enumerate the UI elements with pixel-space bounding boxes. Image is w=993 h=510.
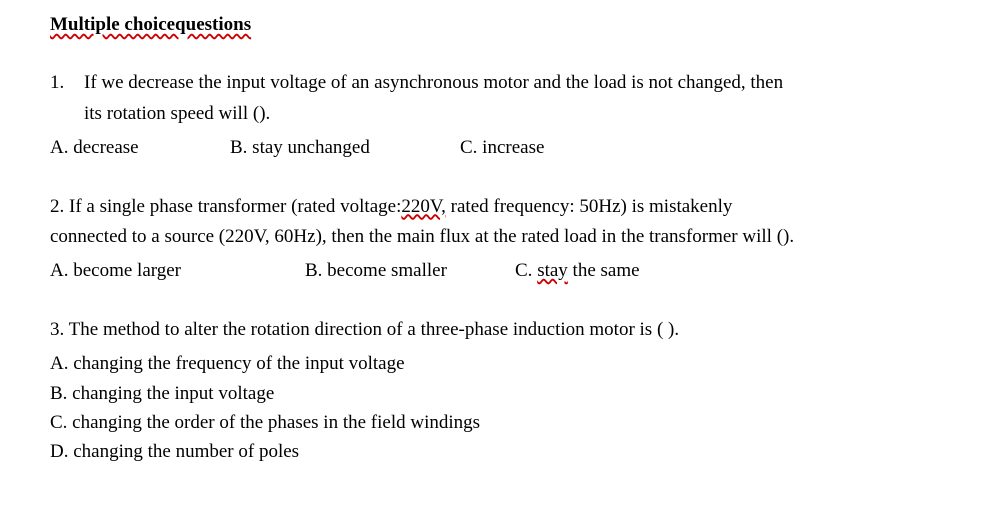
question-2: 2. If a single phase transformer (rated … [50,192,943,287]
question-2-line1: 2. If a single phase transformer (rated … [50,192,943,222]
question-2-line1a: 2. If a single phase transformer (rated … [50,196,401,217]
question-1-line1: If we decrease the input voltage of an a… [84,68,783,98]
question-2-text: 2. If a single phase transformer (rated … [50,192,943,253]
question-2-option-b: B. become smaller [305,256,515,286]
question-1: 1. If we decrease the input voltage of a… [50,68,943,163]
question-1-options: A. decrease B. stay unchanged C. increas… [50,133,943,163]
question-3-option-c: C. changing the order of the phases in t… [50,408,943,437]
question-2-line1c: rated frequency: 50Hz) is mistakenly [446,196,732,217]
question-1-option-a: A. decrease [50,133,230,163]
question-1-option-c: C. increase [460,133,640,163]
question-1-number: 1. [50,68,84,98]
question-3-option-b: B. changing the input voltage [50,379,943,408]
question-3-option-d: D. changing the number of poles [50,437,943,466]
question-1-option-b: B. stay unchanged [230,133,460,163]
question-1-text: 1. If we decrease the input voltage of a… [50,68,943,129]
question-3-text: 3. The method to alter the rotation dire… [50,315,943,345]
question-3-option-a: A. changing the frequency of the input v… [50,349,943,378]
question-2-option-c: C. stay the same [515,256,715,286]
question-2-option-a: A. become larger [50,256,305,286]
question-2-options: A. become larger B. become smaller C. st… [50,256,943,286]
question-2-voltage-underlined: 220V, [401,196,446,217]
page-heading: Multiple choicequestions [50,10,943,40]
question-3: 3. The method to alter the rotation dire… [50,315,943,467]
question-1-line2: its rotation speed will (). [50,99,943,129]
question-2-line2: connected to a source (220V, 60Hz), then… [50,222,943,252]
